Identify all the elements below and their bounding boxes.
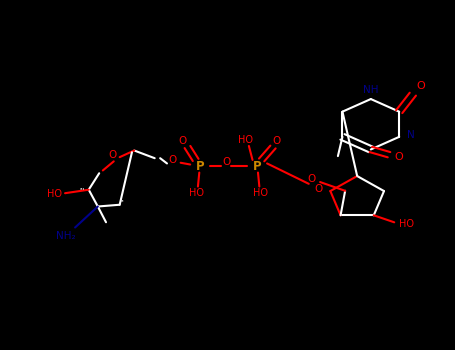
- Text: O: O: [394, 152, 404, 162]
- Text: P: P: [253, 160, 261, 173]
- Text: O: O: [417, 82, 425, 91]
- Text: O: O: [169, 155, 177, 165]
- Text: NH₂: NH₂: [56, 231, 76, 241]
- Text: ''': ''': [79, 187, 85, 194]
- Text: O: O: [108, 150, 116, 160]
- Text: HO: HO: [238, 135, 253, 145]
- Text: O: O: [315, 184, 323, 194]
- Text: O: O: [222, 157, 230, 167]
- Text: O: O: [179, 136, 187, 146]
- Text: N: N: [407, 130, 415, 140]
- Text: P: P: [196, 160, 204, 173]
- Text: HO: HO: [47, 189, 62, 199]
- Text: O: O: [308, 174, 316, 184]
- Text: O: O: [272, 136, 280, 146]
- Text: HO: HO: [399, 219, 414, 229]
- Text: HO: HO: [189, 188, 204, 197]
- Text: NH: NH: [363, 85, 379, 95]
- Text: '': '': [120, 199, 124, 205]
- Text: HO: HO: [253, 188, 268, 197]
